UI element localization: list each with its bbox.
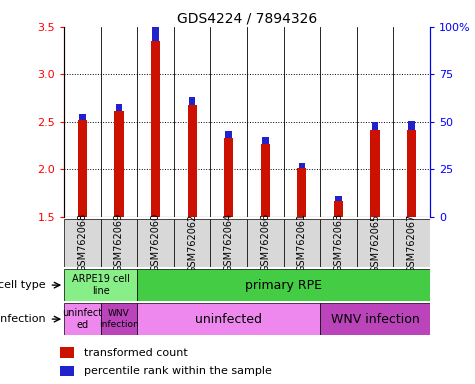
Text: GSM762063: GSM762063 <box>333 214 343 272</box>
Bar <box>284 219 320 267</box>
Bar <box>151 41 160 217</box>
Bar <box>224 138 233 217</box>
Text: GSM762062: GSM762062 <box>187 213 197 273</box>
Bar <box>137 219 174 267</box>
Bar <box>261 144 270 217</box>
Bar <box>60 347 74 358</box>
Bar <box>320 303 430 335</box>
Bar <box>189 97 195 105</box>
Bar <box>393 219 430 267</box>
Bar <box>370 129 380 217</box>
Bar <box>188 105 197 217</box>
Bar <box>137 269 430 301</box>
Bar <box>64 219 101 267</box>
Bar <box>78 120 87 217</box>
Bar <box>210 219 247 267</box>
Text: GSM762064: GSM762064 <box>224 214 234 272</box>
Text: cell type: cell type <box>0 280 46 290</box>
Bar <box>101 303 137 335</box>
Title: GDS4224 / 7894326: GDS4224 / 7894326 <box>177 12 317 26</box>
Text: GSM762060: GSM762060 <box>151 214 161 272</box>
Bar <box>226 131 232 138</box>
Bar <box>247 219 284 267</box>
Bar <box>334 201 343 217</box>
Bar <box>60 366 74 376</box>
Text: infection: infection <box>0 314 46 324</box>
Bar <box>357 219 393 267</box>
Bar <box>297 169 306 217</box>
Bar <box>335 196 342 201</box>
Text: WNV infection: WNV infection <box>331 313 419 326</box>
Bar <box>64 269 137 301</box>
Text: percentile rank within the sample: percentile rank within the sample <box>84 366 272 376</box>
Text: GSM762066: GSM762066 <box>260 214 270 272</box>
Text: WNV
infection: WNV infection <box>99 310 139 329</box>
Text: uninfected: uninfected <box>195 313 262 326</box>
Bar <box>64 303 101 335</box>
Bar <box>262 137 268 144</box>
Bar <box>137 303 320 335</box>
Text: primary RPE: primary RPE <box>245 279 322 291</box>
Bar <box>101 219 137 267</box>
Text: GSM762061: GSM762061 <box>297 214 307 272</box>
Bar <box>116 104 122 111</box>
Bar <box>114 111 124 217</box>
Bar <box>407 129 416 217</box>
Text: GSM762067: GSM762067 <box>407 213 417 273</box>
Text: GSM762068: GSM762068 <box>77 214 87 272</box>
Bar <box>408 121 415 129</box>
Bar <box>152 18 159 41</box>
Text: ARPE19 cell
line: ARPE19 cell line <box>72 274 130 296</box>
Bar <box>372 122 378 129</box>
Bar <box>79 114 86 120</box>
Text: GSM762065: GSM762065 <box>370 213 380 273</box>
Text: GSM762069: GSM762069 <box>114 214 124 272</box>
Bar <box>174 219 210 267</box>
Bar <box>320 219 357 267</box>
Text: uninfect
ed: uninfect ed <box>62 308 103 330</box>
Bar <box>299 163 305 169</box>
Text: transformed count: transformed count <box>84 348 188 358</box>
